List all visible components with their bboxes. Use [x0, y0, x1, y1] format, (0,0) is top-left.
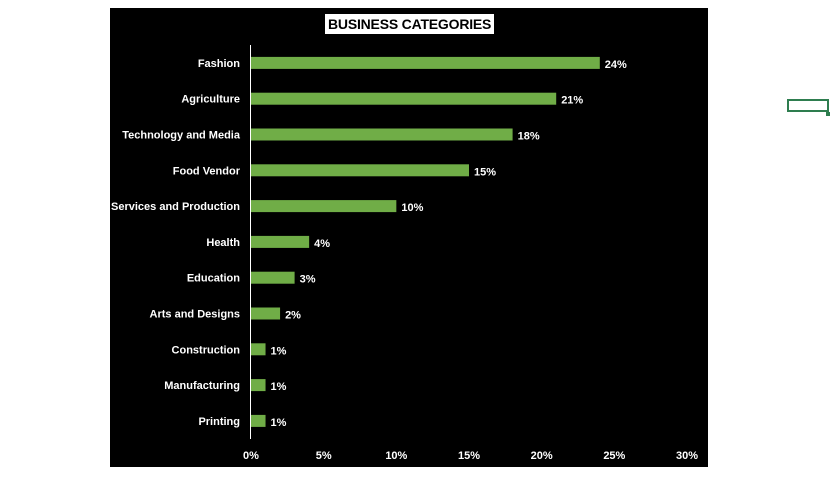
- category-label: Education: [187, 273, 240, 285]
- category-label: Manufacturing: [164, 380, 240, 392]
- bar: [251, 343, 266, 356]
- data-label: 24%: [605, 59, 627, 71]
- data-label: 18%: [518, 131, 540, 143]
- category-label: Health: [206, 237, 240, 249]
- category-label: Agriculture: [181, 94, 240, 106]
- x-tick-label: 25%: [603, 450, 625, 462]
- x-tick-label: 10%: [385, 450, 407, 462]
- bar: [251, 271, 295, 284]
- category-label: Construction: [172, 344, 241, 356]
- category-label: Technology and Media: [122, 130, 241, 142]
- bar: [251, 414, 266, 427]
- bar: [251, 164, 469, 177]
- chart-title: BUSINESS CATEGORIES: [325, 14, 495, 34]
- x-tick-label: 5%: [316, 450, 332, 462]
- data-label: 3%: [300, 274, 316, 286]
- category-label: Arts and Designs: [150, 309, 240, 321]
- data-label: 4%: [314, 238, 330, 250]
- selection-handle-dot[interactable]: [826, 112, 830, 116]
- category-labels: Fashion Agriculture Technology and Media Fo…: [111, 58, 241, 428]
- selection-handle-box[interactable]: [787, 99, 829, 112]
- x-tick-label: 15%: [458, 450, 480, 462]
- x-tick-label: 30%: [676, 450, 698, 462]
- x-tick-label: 20%: [531, 450, 553, 462]
- data-label: 15%: [474, 166, 496, 178]
- category-label: Services and Production: [111, 201, 240, 213]
- bar: [251, 128, 513, 141]
- category-label: Food Vendor: [173, 165, 241, 177]
- bar: [251, 56, 600, 69]
- category-label: Fashion: [198, 58, 240, 70]
- x-tick-labels: 0% 5% 10% 15% 20% 25% 30%: [243, 450, 698, 462]
- data-label: 1%: [271, 345, 287, 357]
- bar: [251, 235, 310, 248]
- bars-layer: [251, 56, 600, 427]
- bar: [251, 379, 266, 392]
- data-label: 1%: [271, 381, 287, 393]
- bar-chart: Fashion Agriculture Technology and Media Fo…: [111, 45, 698, 462]
- bar: [251, 200, 397, 213]
- bar: [251, 92, 557, 105]
- value-labels: 24% 21% 18% 15% 10% 4% 3% 2% 1% 1% 1%: [271, 59, 628, 429]
- chart-panel: Fashion Agriculture Technology and Media Fo…: [110, 8, 708, 467]
- data-label: 1%: [271, 417, 287, 429]
- data-label: 10%: [401, 202, 423, 214]
- bar: [251, 307, 281, 320]
- x-tick-label: 0%: [243, 450, 259, 462]
- data-label: 2%: [285, 310, 301, 322]
- data-label: 21%: [561, 95, 583, 107]
- category-label: Printing: [198, 416, 240, 428]
